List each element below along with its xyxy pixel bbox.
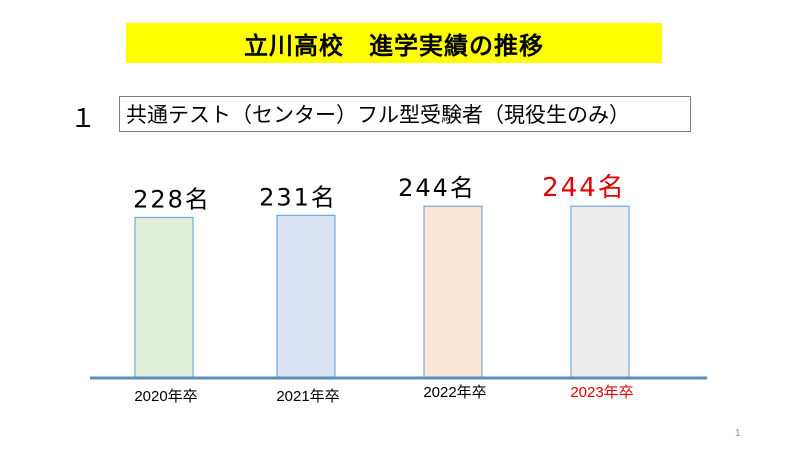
bar-value-label: 231名 xyxy=(259,183,337,211)
page-title: 立川高校 進学実績の推移 xyxy=(126,23,662,63)
bar-2022年卒 xyxy=(423,205,483,378)
chart-subtitle: 共通テスト（センター）フル型受験者（現役生のみ） xyxy=(126,103,630,127)
section-number: １ xyxy=(70,104,97,134)
bar-2023年卒 xyxy=(570,205,630,378)
category-label: 2022年卒 xyxy=(423,384,486,401)
category-label: 2020年卒 xyxy=(134,388,197,405)
bar-value-label: 228名 xyxy=(133,185,211,213)
category-label: 2023年卒 xyxy=(570,384,633,401)
bar-2020年卒 xyxy=(134,216,194,378)
category-label: 2021年卒 xyxy=(276,388,339,405)
bar-value-label: 244名 xyxy=(542,173,626,203)
page-number: 1 xyxy=(735,428,741,439)
bar-value-label: 244名 xyxy=(398,174,476,202)
chart-subtitle-box: 共通テスト（センター）フル型受験者（現役生のみ） xyxy=(119,96,691,132)
bar-2021年卒 xyxy=(276,214,336,378)
